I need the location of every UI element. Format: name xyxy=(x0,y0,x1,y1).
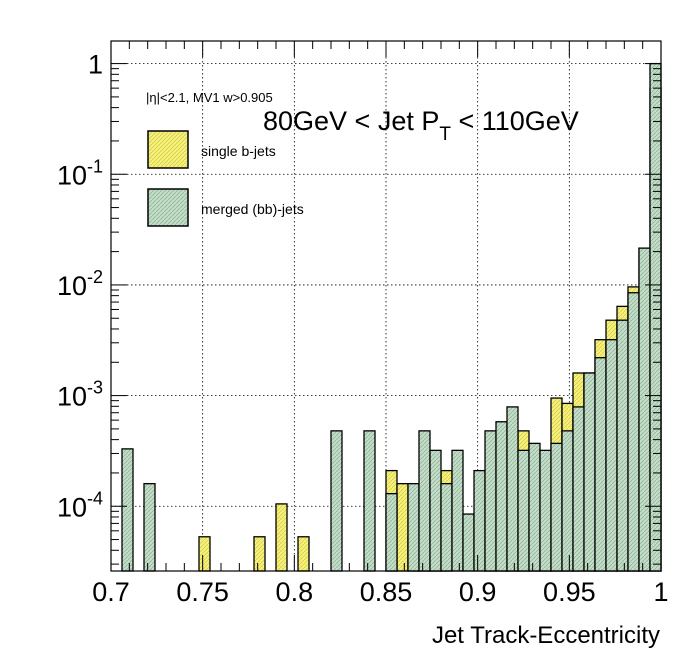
bar xyxy=(550,442,563,572)
y-tick-exponent: -2 xyxy=(87,267,103,287)
x-tick-label: 0.95 xyxy=(543,577,596,607)
bar xyxy=(407,483,420,572)
y-tick-exponent: -4 xyxy=(87,488,103,508)
bar xyxy=(495,421,508,572)
bar xyxy=(253,536,266,572)
y-tick-base: 10 xyxy=(57,382,87,412)
legend-swatch-merged-bb-jets xyxy=(147,188,189,227)
legend: single b-jets merged (bb)-jets xyxy=(147,130,304,227)
y-tick-label: 10-3 xyxy=(57,378,103,412)
title-subscript: T xyxy=(439,124,451,145)
bar xyxy=(418,430,431,572)
y-tick-exponent: -1 xyxy=(87,156,103,176)
bar xyxy=(385,492,398,572)
title-tail: < 110GeV xyxy=(451,106,579,136)
grid-lines xyxy=(111,41,661,571)
bar xyxy=(330,430,343,572)
bar xyxy=(649,62,662,572)
y-tick-base: 10 xyxy=(57,271,87,301)
bar xyxy=(517,449,530,572)
y-tick-exponent: -3 xyxy=(87,378,103,398)
y-tick-labels: 10-410-310-210-11 xyxy=(57,50,103,523)
x-tick-label: 0.9 xyxy=(459,577,497,607)
bar xyxy=(275,503,288,572)
bar xyxy=(143,483,156,572)
bar xyxy=(528,442,541,572)
bar xyxy=(451,449,464,572)
bar xyxy=(539,449,552,572)
title-main: 80GeV < Jet P xyxy=(263,106,439,136)
bar xyxy=(583,372,596,572)
bar xyxy=(198,536,211,572)
y-tick-label: 10-2 xyxy=(57,267,103,301)
chart-title: 80GeV < Jet PT < 110GeV xyxy=(263,106,579,145)
bar xyxy=(396,483,409,572)
bar xyxy=(616,319,629,572)
bar xyxy=(363,430,376,572)
bar xyxy=(627,292,640,572)
x-tick-label: 1 xyxy=(653,577,668,607)
y-tick-label: 10-1 xyxy=(57,156,103,190)
bar xyxy=(561,430,574,572)
selection-cut-label: |η|<2.1, MV1 w>0.905 xyxy=(146,90,273,105)
legend-swatch-single-b-jets xyxy=(147,130,189,169)
y-tick-base: 10 xyxy=(57,160,87,190)
bar xyxy=(297,536,310,572)
axis-ticks xyxy=(110,41,662,571)
bar xyxy=(462,513,475,572)
y-tick-base: 10 xyxy=(57,492,87,522)
legend-label-merged-bb-jets: merged (bb)-jets xyxy=(201,201,304,217)
bar xyxy=(605,339,618,572)
x-tick-label: 0.8 xyxy=(276,577,314,607)
bar xyxy=(638,247,651,572)
x-tick-label: 0.7 xyxy=(92,577,130,607)
bar xyxy=(506,406,519,572)
x-tick-label: 0.85 xyxy=(360,577,413,607)
y-tick-label: 10-4 xyxy=(57,488,103,522)
bar xyxy=(440,483,453,572)
bar xyxy=(473,469,486,572)
y-tick-label: 1 xyxy=(88,50,103,80)
bar xyxy=(484,430,497,572)
legend-label-single-b-jets: single b-jets xyxy=(201,143,276,159)
x-tick-label: 0.75 xyxy=(176,577,229,607)
bar xyxy=(594,357,607,572)
x-tick-labels: 0.7 0.75 0.8 0.85 0.9 0.95 1 xyxy=(92,577,668,607)
x-axis-title: Jet Track-Eccentricity xyxy=(432,622,660,649)
bar xyxy=(429,449,442,572)
bar xyxy=(121,448,134,572)
bar xyxy=(572,406,585,572)
